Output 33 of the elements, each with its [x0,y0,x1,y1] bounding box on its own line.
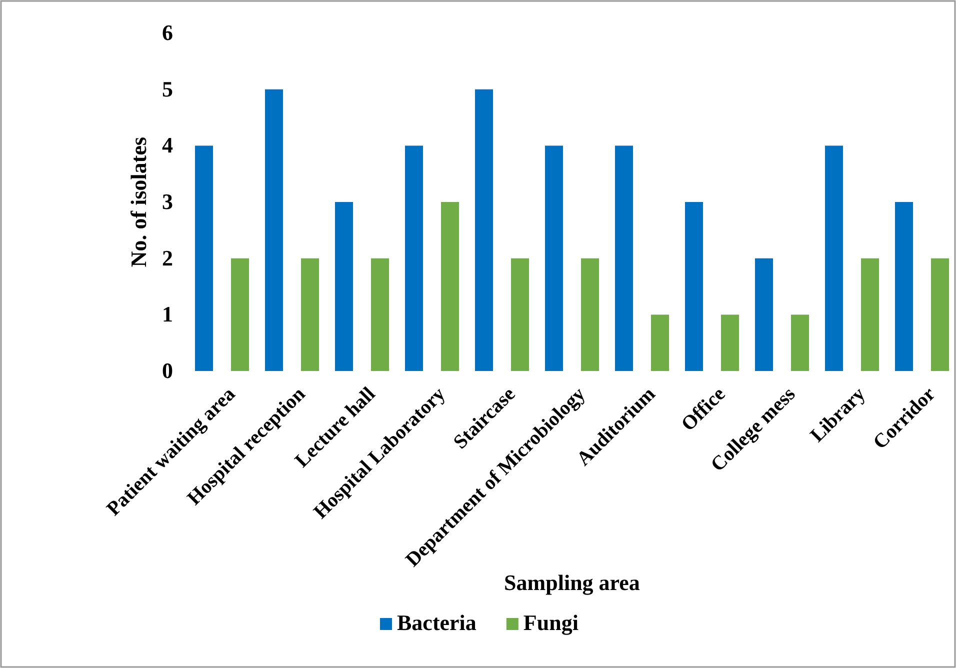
bar [791,314,809,371]
y-tick-label: 5 [162,76,173,102]
bar [685,202,703,371]
y-tick-label: 0 [162,358,173,384]
bar [335,202,353,371]
bar [861,258,879,371]
bar [405,146,423,371]
y-axis-title: No. of isolates [126,136,151,268]
y-tick-label: 2 [162,245,173,270]
y-tick-label: 4 [162,132,173,158]
legend-label: Bacteria [397,610,476,635]
bar [895,202,913,371]
x-axis-title: Sampling area [504,570,640,595]
bar [195,146,213,371]
y-tick-label: 3 [162,189,173,214]
bar [231,258,249,371]
bar [581,258,599,371]
bar [371,258,389,371]
bar [615,146,633,371]
y-tick-label: 1 [162,302,173,327]
legend-label: Fungi [523,610,578,635]
bar [545,146,563,371]
bar [651,314,669,371]
bar [511,258,529,371]
bar [265,89,283,371]
bar [475,89,493,371]
bar [931,258,949,371]
bar [825,146,843,371]
bar [441,202,459,371]
bar [721,314,739,371]
bar [755,258,773,371]
y-tick-label: 6 [162,20,173,46]
bar [301,258,319,371]
